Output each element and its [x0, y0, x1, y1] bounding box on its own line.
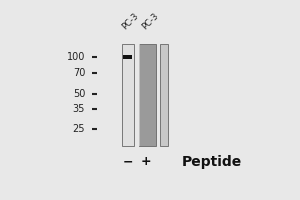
Text: −: − — [123, 155, 134, 168]
Text: 100: 100 — [67, 52, 85, 62]
Bar — [122, 44, 134, 146]
Text: 35: 35 — [73, 104, 85, 114]
Text: 70: 70 — [73, 68, 85, 78]
Bar — [139, 44, 140, 146]
Text: Peptide: Peptide — [182, 155, 242, 169]
Bar — [160, 44, 168, 146]
Bar — [139, 44, 156, 146]
Text: +: + — [141, 155, 152, 168]
Text: 25: 25 — [73, 124, 85, 134]
Text: 50: 50 — [73, 89, 85, 99]
Bar — [123, 55, 132, 59]
Text: PC-3: PC-3 — [121, 11, 141, 31]
Text: PC-3: PC-3 — [140, 11, 160, 31]
